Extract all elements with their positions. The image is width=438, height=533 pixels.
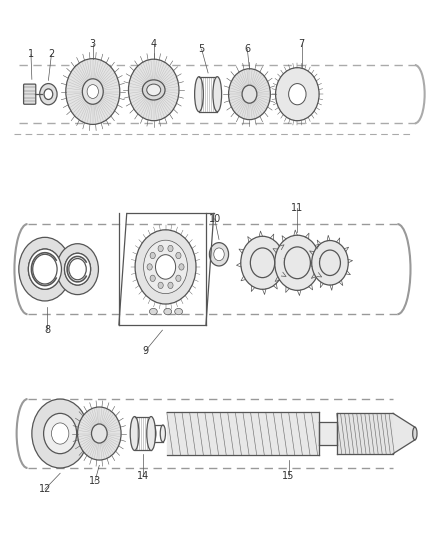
Circle shape [147,82,161,99]
Circle shape [28,249,61,289]
Ellipse shape [175,309,183,315]
Text: 3: 3 [90,39,96,49]
Circle shape [284,247,311,279]
Circle shape [69,259,86,280]
Circle shape [44,414,77,454]
Circle shape [150,252,155,259]
Text: 8: 8 [44,325,50,335]
Circle shape [158,282,163,288]
Text: 14: 14 [137,471,149,481]
Ellipse shape [147,417,155,450]
Ellipse shape [147,84,161,96]
Text: 9: 9 [142,346,148,357]
Circle shape [66,59,120,124]
Circle shape [241,236,284,289]
Text: 6: 6 [244,44,251,54]
Circle shape [64,253,91,285]
Circle shape [155,255,176,279]
Circle shape [57,244,99,295]
Circle shape [147,264,152,270]
Circle shape [158,245,163,252]
Circle shape [179,264,184,270]
Circle shape [176,275,181,281]
Circle shape [312,240,348,285]
Ellipse shape [160,425,166,442]
Ellipse shape [194,77,203,112]
Circle shape [144,240,187,294]
Circle shape [214,248,224,261]
Text: 1: 1 [28,50,34,59]
Circle shape [92,424,107,443]
Ellipse shape [213,77,222,112]
Circle shape [209,243,229,266]
Ellipse shape [149,309,157,315]
Circle shape [51,423,69,444]
Text: 12: 12 [39,484,51,494]
Text: 15: 15 [283,471,295,481]
Circle shape [32,399,88,468]
Ellipse shape [413,427,417,440]
Ellipse shape [130,417,139,450]
Circle shape [289,84,306,105]
Text: 2: 2 [48,50,55,59]
Circle shape [82,79,103,104]
Text: 7: 7 [299,39,305,49]
Text: 4: 4 [151,39,157,49]
Circle shape [78,407,121,460]
Circle shape [229,69,270,119]
Text: 11: 11 [291,203,304,213]
Circle shape [320,250,340,276]
Ellipse shape [151,425,156,442]
Circle shape [44,89,53,100]
Ellipse shape [164,309,172,315]
Circle shape [150,275,155,281]
Circle shape [275,235,320,290]
Circle shape [128,59,179,120]
Text: 10: 10 [208,214,221,224]
Circle shape [19,237,71,301]
FancyBboxPatch shape [24,84,36,104]
Circle shape [64,253,91,285]
Circle shape [28,249,61,289]
Circle shape [33,254,57,284]
Circle shape [251,248,275,278]
Circle shape [135,230,196,304]
Circle shape [168,282,173,288]
Circle shape [168,245,173,252]
Polygon shape [393,414,415,454]
Ellipse shape [142,80,165,100]
Text: 5: 5 [198,44,205,54]
Circle shape [40,84,57,105]
Circle shape [276,68,319,120]
Circle shape [176,252,181,259]
Circle shape [242,85,257,103]
Circle shape [87,85,99,99]
Text: 13: 13 [89,477,101,486]
